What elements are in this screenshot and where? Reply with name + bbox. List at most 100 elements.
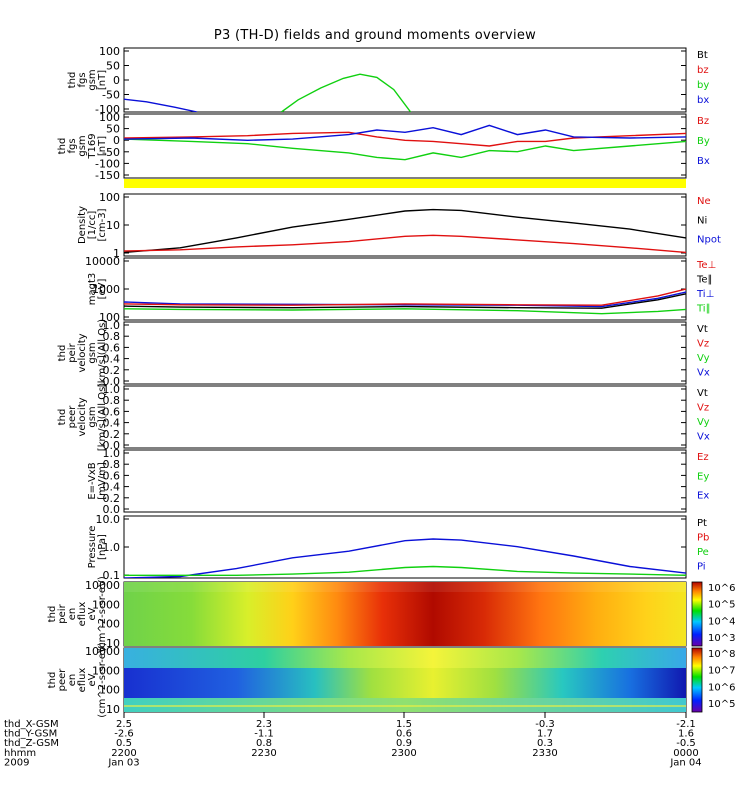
panel-fgs: 100 500 -50-100 thd fgs gsm [nT] Bt bz by bx (67, 45, 709, 116)
y-axis-label: [cm-3] (97, 208, 108, 241)
legend-label: Vz (697, 339, 709, 350)
x-axis-value: -0.5 (676, 738, 696, 749)
y-tick-label: 1 (113, 247, 120, 260)
y-tick-label: 1000 (92, 598, 120, 611)
legend-label: Te⊥ (696, 260, 716, 271)
y-axis-label: peer (67, 405, 78, 429)
x-axis-value: -1.1 (254, 729, 274, 740)
legend-label: Pt (697, 518, 707, 529)
colorbar-label: 10^5 (708, 600, 735, 611)
y-tick-label: 1.0 (103, 319, 121, 332)
y-axis-label: gsm (87, 342, 98, 363)
series-line (124, 288, 686, 306)
x-axis-value: 2.3 (256, 719, 272, 730)
series-line (280, 73, 412, 112)
panel-frame (123, 193, 687, 257)
x-axis-value: 0.8 (256, 738, 272, 749)
y-axis-label: eV (87, 607, 98, 620)
panel-density: 100 10 1 Density [1/cc] [cm-3] Ne Ni Npot (77, 191, 721, 260)
series-line (124, 565, 686, 576)
colorbar-label: 10^8 (708, 649, 735, 660)
y-tick-label: 0.8 (103, 458, 121, 471)
x-axis-row-label: hhmm (4, 748, 36, 759)
series-line (124, 98, 198, 112)
legend-label: Ni (697, 215, 707, 226)
peir-eflux-spectrogram (124, 582, 686, 646)
y-axis-label: Pressure (87, 526, 98, 569)
y-tick-label: -100 (95, 157, 120, 170)
y-tick-label: 0.6 (103, 469, 121, 482)
y-tick-label: 0.0 (103, 439, 121, 452)
y-tick-label: 50 (106, 60, 120, 73)
y-tick-label: 100 (99, 111, 120, 124)
x-axis-value: 0.3 (537, 738, 553, 749)
y-axis-label: thd (57, 138, 68, 155)
y-tick-label: 10000 (85, 255, 120, 268)
legend-label: Pi (697, 562, 706, 573)
y-axis-label: fgs (77, 72, 88, 87)
legend-label: Vt (697, 388, 708, 399)
y-axis-label: peir (57, 603, 68, 623)
legend-label: Bz (697, 116, 709, 127)
legend-label: Pb (697, 533, 709, 544)
y-tick-label: 1.0 (103, 447, 121, 460)
panel-frame (123, 385, 687, 449)
legend-label: Te∥ (696, 275, 713, 286)
y-tick-label: 100 (99, 45, 120, 58)
y-axis-label: eflux (77, 602, 88, 627)
panel-frame (123, 321, 687, 385)
colorbar-label: 10^5 (708, 699, 735, 710)
panel-peer_eflux: 10000 1000 100 10 thd peer en eflux eV (cm^2-s-sr… (47, 642, 735, 718)
y-tick-label: -150 (95, 169, 120, 182)
x-axis-row-label: thd_X-GSM (4, 719, 59, 730)
y-axis-label: thd (47, 672, 58, 689)
series-line (124, 308, 686, 315)
x-axis-row-label: thd_Y-GSM (4, 729, 57, 740)
series-line (124, 538, 686, 578)
x-axis-value: -2.6 (114, 729, 134, 740)
y-tick-label: 10000 (85, 579, 120, 592)
y-tick-label: 0.4 (103, 417, 121, 430)
y-tick-label: 1000 (92, 664, 120, 677)
y-tick-label: 0.0 (103, 375, 121, 388)
x-axis-value: Jan 03 (107, 757, 139, 768)
series-line (124, 293, 686, 309)
x-axis-value: 1.6 (678, 729, 694, 740)
y-tick-label: 0.6 (103, 341, 121, 354)
mode-bar (124, 179, 686, 188)
y-axis-label: eflux (77, 668, 88, 693)
x-axis-value: 0000 (673, 748, 698, 759)
legend-label: Pe (697, 547, 709, 558)
colorbar-label: 10^3 (708, 633, 735, 644)
y-axis-label: (cm^2-s-sr-eV) (97, 576, 108, 652)
y-axis-label: magt3 (87, 273, 98, 306)
legend-label: Ey (697, 471, 709, 482)
legend-label: Ti⊥ (696, 289, 714, 300)
legend-label: Vy (697, 417, 710, 428)
y-axis-label: gsm (87, 69, 98, 90)
x-axis-value: 0.9 (396, 738, 412, 749)
y-axis-label: velocity (77, 333, 88, 372)
legend-label: Vt (697, 324, 708, 335)
y-axis-label: peer (57, 668, 68, 692)
y-tick-label: 0.8 (103, 330, 121, 343)
x-axis-value: Jan 04 (669, 757, 701, 768)
y-tick-label: 10 (106, 637, 120, 650)
x-axis-value: 2230 (251, 748, 276, 759)
y-tick-label: 0 (113, 134, 120, 147)
y-tick-label: 0 (113, 74, 120, 87)
x-axis-value: 2.5 (116, 719, 132, 730)
legend-label: Ez (697, 452, 709, 463)
x-axis: thd_X-GSM 2.5 2.3 1.5 -0.3 -2.1 thd_Y-GSM -2.6 -… (4, 712, 702, 768)
legend-label: By (697, 136, 710, 147)
y-tick-label: 10.0 (96, 513, 121, 526)
y-tick-label: -100 (95, 103, 120, 116)
y-tick-label: 0.2 (103, 364, 121, 377)
y-tick-label: 0.4 (103, 353, 121, 366)
colorbar-label: 10^6 (708, 682, 735, 693)
y-axis-label: [eV] (97, 279, 108, 300)
x-axis-value: 1.5 (396, 719, 412, 730)
y-axis-label: en (67, 674, 78, 687)
